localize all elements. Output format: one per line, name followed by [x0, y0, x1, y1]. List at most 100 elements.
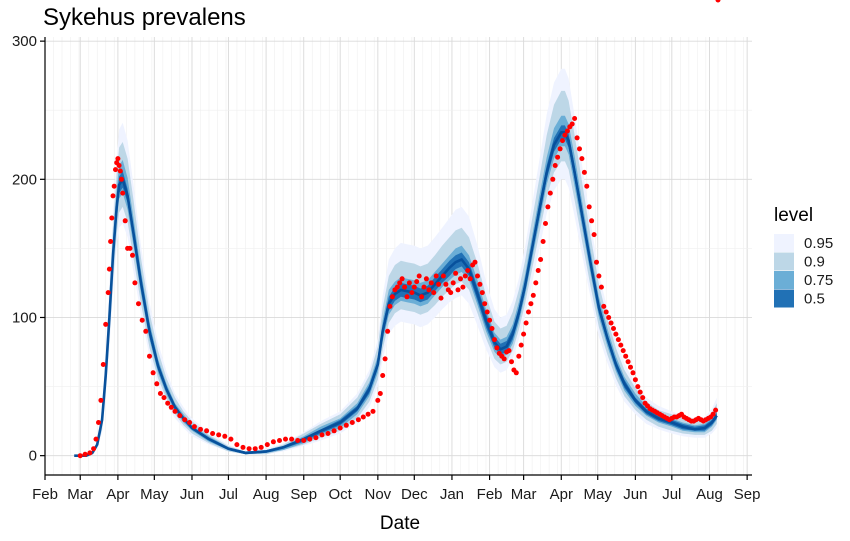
x-tick-label: Feb — [32, 486, 58, 503]
legend-label: 0.95 — [804, 235, 833, 252]
observed-point — [402, 284, 408, 290]
observed-point — [560, 138, 565, 144]
observed-point — [572, 116, 578, 121]
observed-point — [96, 420, 101, 425]
observed-point — [246, 446, 252, 452]
observed-point — [489, 326, 495, 331]
observed-point — [106, 266, 112, 272]
observed-point — [87, 450, 93, 456]
observed-point — [252, 446, 258, 452]
observed-points — [77, 0, 721, 459]
observed-point — [448, 290, 454, 296]
x-tick-label: Jul — [219, 486, 238, 503]
observed-point — [591, 232, 597, 238]
observed-point — [116, 163, 122, 168]
observed-point — [216, 432, 222, 438]
observed-point — [377, 391, 383, 396]
x-axis-title: Date — [380, 513, 420, 534]
observed-point — [117, 168, 123, 174]
observed-point — [122, 218, 128, 224]
observed-point — [110, 193, 116, 199]
x-tick-labels: Feb Mar Apr May Jun Jul Aug Sep Oct Nov Dec Jan Feb M… — [32, 486, 760, 503]
observed-point — [182, 417, 188, 423]
observed-point — [387, 303, 393, 309]
observed-point — [289, 436, 295, 442]
observed-point — [360, 414, 366, 420]
chart-title: Sykehus prevalens — [43, 4, 246, 31]
observed-point — [492, 337, 497, 343]
observed-point — [562, 132, 568, 138]
observed-point — [365, 411, 371, 417]
observed-point — [603, 309, 609, 315]
observed-point — [105, 290, 111, 296]
observed-point — [550, 176, 556, 182]
x-tick-label: Apr — [550, 486, 573, 503]
observed-point — [143, 328, 149, 334]
observed-point — [127, 245, 133, 251]
observed-point — [601, 303, 607, 309]
y-tick-label: 0 — [29, 448, 37, 465]
observed-point — [535, 268, 541, 273]
observed-point — [165, 400, 171, 406]
legend-swatch — [774, 289, 794, 308]
observed-point — [130, 252, 135, 258]
observed-point — [713, 407, 719, 413]
x-tick-label: Oct — [329, 486, 353, 503]
observed-point — [632, 377, 638, 383]
observed-point — [428, 280, 434, 286]
observed-point — [157, 391, 163, 396]
legend-swatch — [774, 252, 794, 271]
observed-point — [421, 284, 427, 290]
observed-point — [484, 309, 490, 315]
observed-point — [331, 428, 337, 434]
legend-swatch — [774, 271, 794, 289]
observed-point — [443, 281, 449, 287]
observed-point — [98, 397, 104, 403]
observed-point — [187, 420, 193, 425]
observed-point — [325, 431, 331, 436]
observed-point — [586, 204, 592, 210]
observed-point — [526, 309, 531, 315]
observed-point — [543, 221, 548, 226]
observed-point — [564, 128, 570, 134]
observed-point — [611, 326, 616, 331]
observed-point — [462, 273, 468, 279]
observed-point — [270, 439, 276, 445]
observed-point — [453, 270, 459, 276]
observed-point — [458, 276, 463, 282]
observed-point — [630, 370, 636, 376]
observed-point — [640, 395, 646, 401]
observed-point — [404, 294, 410, 300]
observed-point — [120, 190, 126, 196]
observed-point — [397, 280, 403, 286]
observed-point — [594, 259, 599, 265]
observed-point — [623, 353, 629, 359]
observed-point — [394, 284, 400, 290]
observed-point — [620, 348, 626, 354]
observed-point — [411, 284, 417, 290]
legend-swatch — [774, 234, 794, 252]
observed-point — [574, 135, 580, 141]
observed-point — [295, 438, 301, 443]
observed-point — [399, 276, 405, 282]
observed-point — [150, 370, 156, 376]
observed-point — [628, 364, 633, 370]
observed-point — [482, 301, 488, 307]
x-tick-label: Jun — [623, 486, 647, 503]
observed-point — [533, 280, 539, 286]
observed-point — [210, 431, 216, 436]
observed-point — [530, 292, 536, 298]
observed-point — [385, 328, 391, 334]
observed-point — [450, 280, 456, 286]
observed-point — [538, 257, 544, 262]
observed-point — [501, 356, 507, 362]
observed-point — [552, 163, 558, 168]
legend-label: 0.75 — [804, 272, 833, 289]
observed-point — [637, 389, 643, 395]
observed-point — [472, 259, 478, 265]
observed-point — [414, 279, 420, 285]
observed-point — [370, 408, 376, 414]
observed-point — [113, 167, 118, 173]
legend-items: 0.95 0.90.75 0.5 — [774, 234, 833, 308]
